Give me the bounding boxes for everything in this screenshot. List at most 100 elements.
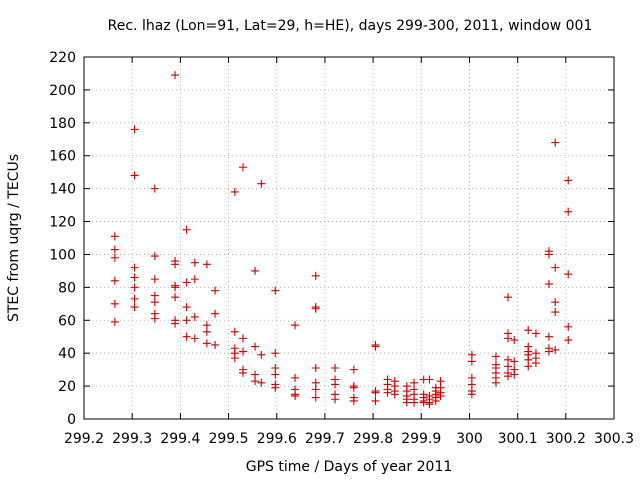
data-point xyxy=(331,363,340,372)
data-point xyxy=(211,286,220,295)
data-point xyxy=(431,396,440,405)
x-axis-label: GPS time / Days of year 2011 xyxy=(246,459,453,475)
data-point xyxy=(150,252,159,261)
data-point xyxy=(239,347,247,356)
data-point xyxy=(504,293,512,302)
x-tick-label: 299.4 xyxy=(160,431,200,447)
data-point xyxy=(510,370,519,379)
data-point xyxy=(171,71,180,80)
data-point xyxy=(239,368,247,377)
data-point xyxy=(371,342,380,351)
data-point xyxy=(524,326,533,335)
data-point xyxy=(349,383,358,392)
data-point xyxy=(130,294,139,303)
data-point xyxy=(171,293,180,302)
data-point xyxy=(271,370,280,379)
data-point xyxy=(251,266,260,275)
data-point xyxy=(150,298,159,307)
chart-title: Rec. lhaz (Lon=91, Lat=29, h=HE), days 2… xyxy=(108,18,593,34)
x-tick-label: 299.7 xyxy=(305,431,345,447)
data-point xyxy=(130,263,139,272)
data-point xyxy=(171,260,180,269)
data-point xyxy=(110,253,119,262)
data-point xyxy=(467,357,476,366)
data-point xyxy=(257,179,266,188)
data-point xyxy=(371,388,380,397)
data-point xyxy=(544,347,553,356)
data-point xyxy=(110,276,119,285)
data-point xyxy=(190,275,199,284)
y-tick-label: 80 xyxy=(58,280,76,296)
data-point xyxy=(171,319,180,328)
data-point xyxy=(211,309,220,318)
data-point xyxy=(402,398,411,407)
data-point xyxy=(531,359,540,368)
data-point xyxy=(182,303,191,312)
data-point xyxy=(491,378,500,387)
data-point xyxy=(239,163,247,172)
y-tick-label: 40 xyxy=(58,346,76,362)
data-point xyxy=(564,176,573,185)
data-point xyxy=(371,396,380,405)
data-point xyxy=(564,336,573,345)
data-point xyxy=(182,316,191,325)
data-point xyxy=(349,396,358,405)
data-point xyxy=(291,373,300,382)
y-axis-tick-labels: 0 20 40 60 80 100 120 140 160 180 200 220 xyxy=(49,50,76,428)
data-point xyxy=(291,391,300,400)
data-point xyxy=(182,332,191,341)
x-tick-label: 299.5 xyxy=(208,431,248,447)
x-tick-label: 299.6 xyxy=(257,431,297,447)
y-tick-label: 200 xyxy=(49,83,76,99)
data-point xyxy=(130,273,139,282)
y-tick-label: 100 xyxy=(49,247,76,263)
y-tick-label: 180 xyxy=(49,116,76,132)
data-point xyxy=(383,388,392,397)
data-point xyxy=(251,342,260,351)
data-point xyxy=(202,260,211,269)
plot-frame xyxy=(83,56,615,420)
data-point xyxy=(110,299,119,308)
data-point xyxy=(239,334,247,343)
y-axis-label: STEC from uqrg / TECUs xyxy=(6,154,22,322)
data-point xyxy=(390,390,399,399)
x-tick-label: 300.2 xyxy=(546,431,586,447)
data-point xyxy=(311,363,320,372)
data-point xyxy=(510,336,519,345)
data-points xyxy=(110,71,573,409)
data-point xyxy=(311,271,320,280)
data-point xyxy=(349,365,358,374)
data-point xyxy=(551,138,560,147)
data-point xyxy=(110,232,119,241)
data-point xyxy=(271,349,280,358)
data-point xyxy=(425,375,434,384)
data-point xyxy=(436,391,445,400)
data-point xyxy=(524,362,533,371)
data-point xyxy=(202,339,211,348)
x-tick-label: 300 xyxy=(456,431,483,447)
data-point xyxy=(564,207,573,216)
y-tick-label: 60 xyxy=(58,313,76,329)
x-tick-label: 299.9 xyxy=(401,431,441,447)
data-point xyxy=(544,250,553,259)
data-point xyxy=(510,357,519,366)
data-point xyxy=(230,187,239,196)
data-point xyxy=(531,329,540,338)
data-point xyxy=(564,322,573,331)
data-point xyxy=(551,263,560,272)
data-point xyxy=(190,258,199,267)
data-point xyxy=(182,278,191,287)
data-point xyxy=(271,286,280,295)
data-point xyxy=(150,314,159,323)
x-tick-label: 299.2 xyxy=(64,431,104,447)
data-point xyxy=(150,275,159,284)
x-tick-label: 300.1 xyxy=(498,431,538,447)
data-point xyxy=(331,395,340,404)
data-point xyxy=(130,283,139,292)
y-tick-label: 220 xyxy=(49,50,76,66)
data-point xyxy=(130,125,139,134)
data-point xyxy=(544,332,553,341)
data-point xyxy=(211,340,220,349)
data-point xyxy=(230,327,239,336)
